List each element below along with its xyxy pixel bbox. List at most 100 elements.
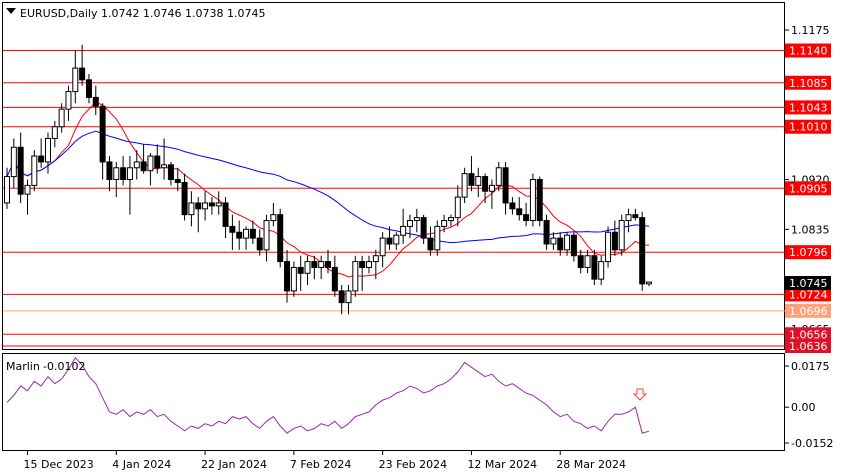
x-tick-label: 23 Feb 2024 — [379, 458, 447, 471]
candle-body — [99, 105, 106, 163]
candle-body — [441, 220, 448, 227]
level-label: 1.0796 — [789, 246, 828, 259]
ohlc-readout: 1.0742 1.0746 1.0738 1.0745 — [101, 7, 265, 20]
candle-body — [564, 234, 571, 251]
level-label: 1.0696 — [789, 305, 828, 318]
candle-body — [454, 196, 461, 219]
candle-body — [618, 220, 625, 251]
candle-body — [570, 234, 577, 257]
candle-body — [605, 231, 612, 263]
candle-body — [243, 228, 250, 239]
candle-body — [577, 255, 584, 268]
osc-tick-label: -0.0152 — [791, 437, 833, 450]
candle-body — [167, 164, 174, 181]
level-label: 1.1043 — [789, 101, 828, 114]
candle-body — [529, 179, 536, 222]
candle-body — [92, 96, 99, 107]
level-label: 1.1085 — [789, 77, 828, 90]
oscillator-axis: 0.0175 0.00 -0.0152 — [785, 360, 833, 450]
y-tick-label: 1.1175 — [791, 24, 830, 37]
osc-tick-label: 0.0175 — [791, 360, 830, 373]
candle-body — [413, 217, 420, 222]
candle-body — [202, 202, 209, 210]
candle-body — [591, 255, 598, 280]
level-tag — [785, 100, 831, 115]
candle-body — [85, 79, 92, 98]
candle-body — [284, 261, 291, 292]
oscillator-line — [6, 356, 650, 434]
candle-body — [331, 266, 338, 292]
candle-body — [352, 261, 359, 292]
candle-body — [24, 184, 31, 195]
candle-body — [222, 202, 229, 227]
candle-body — [4, 176, 10, 204]
candle-body — [147, 155, 154, 172]
candle-body — [427, 237, 434, 251]
x-tick-label: 22 Jan 2024 — [201, 458, 267, 471]
candle-body — [379, 237, 386, 257]
level-tag — [785, 339, 831, 354]
candle-body — [154, 155, 161, 169]
marlin-line — [6, 356, 650, 434]
candle-body — [646, 281, 653, 285]
level-label: 1.0656 — [789, 328, 828, 341]
level-label: 1.0905 — [789, 182, 828, 195]
x-tick-label: 28 Mar 2024 — [556, 458, 626, 471]
candle-body — [304, 261, 311, 274]
level-tag — [785, 327, 831, 342]
candle-body — [359, 261, 366, 268]
candle-body — [58, 108, 65, 128]
candle-body — [584, 255, 591, 268]
candle-body — [557, 237, 564, 251]
candle-body — [468, 173, 475, 186]
candle-body — [598, 261, 605, 280]
candle-body — [133, 161, 140, 169]
candle-body — [372, 255, 379, 263]
level-tag — [785, 119, 831, 134]
level-label: 1.1010 — [789, 121, 828, 134]
candle-body — [44, 137, 51, 163]
collapse-triangle-icon[interactable] — [6, 8, 16, 14]
candle-body — [611, 231, 618, 251]
x-tick-label: 15 Dec 2023 — [23, 458, 93, 471]
candle-body — [386, 237, 393, 245]
candle-body — [509, 202, 516, 210]
candle-body — [277, 214, 284, 263]
candle-body — [345, 290, 352, 304]
candle-body — [270, 214, 277, 222]
level-tag — [785, 245, 831, 260]
x-tick-label: 12 Mar 2024 — [467, 458, 537, 471]
candle-body — [161, 164, 168, 169]
candle-body — [263, 220, 270, 251]
current-price-tag — [785, 276, 831, 290]
level-label: 1.1140 — [789, 45, 828, 58]
candle-body — [488, 184, 495, 192]
level-label: 1.0724 — [789, 288, 828, 301]
time-axis: 15 Dec 2023 4 Jan 2024 22 Jan 2024 7 Feb 20… — [23, 451, 626, 471]
candle-body — [475, 176, 482, 186]
y-tick-label: 1.0835 — [791, 223, 830, 236]
level-tag — [785, 303, 831, 318]
candle-body — [420, 217, 427, 239]
candle-body — [10, 146, 17, 178]
level-labels: 1.1140 1.1085 1.1043 1.1010 1.0905 1.0796 1.07… — [785, 43, 831, 354]
candle-body — [297, 266, 304, 274]
candle-body — [400, 225, 407, 236]
candle-body — [639, 217, 646, 285]
candle-body — [502, 167, 509, 204]
candle-body — [290, 266, 297, 292]
candle-body — [632, 214, 639, 219]
candle-body — [447, 217, 454, 222]
level-tag — [785, 287, 831, 302]
candle-body — [208, 202, 215, 207]
candle-body — [550, 237, 557, 245]
oscillator-panel-frame — [2, 353, 785, 451]
candle-body — [113, 167, 120, 180]
slow-ma-line — [6, 130, 650, 244]
level-tag — [785, 181, 831, 196]
candle-body — [495, 167, 502, 186]
candle-body — [140, 161, 147, 172]
candle-body — [236, 231, 243, 239]
candle-body — [31, 155, 38, 186]
